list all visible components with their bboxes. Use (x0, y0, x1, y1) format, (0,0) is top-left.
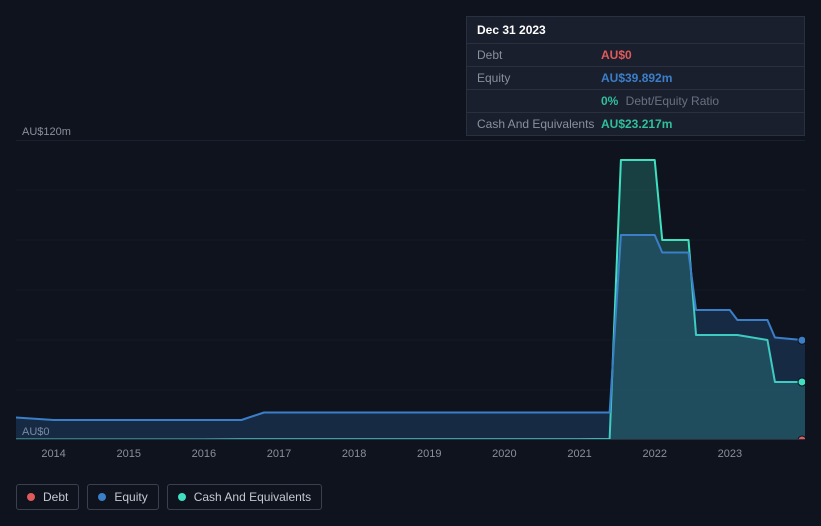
x-axis-tick: 2021 (567, 448, 591, 460)
x-axis: 2014 2015 2016 2017 2018 2019 2020 2021 2022 2023 (16, 448, 805, 464)
chart-plot-area[interactable] (16, 140, 805, 440)
tooltip-row: 0% Debt/Equity Ratio (467, 90, 804, 113)
legend-dot-icon (98, 493, 106, 501)
tooltip-row: Cash And EquivalentsAU$23.217m (467, 113, 804, 135)
tooltip-row: EquityAU$39.892m (467, 67, 804, 90)
tooltip-row-suffix: Debt/Equity Ratio (622, 94, 719, 108)
tooltip-row-value: AU$23.217m (601, 117, 672, 131)
legend-item-label: Debt (43, 490, 68, 504)
legend-item-label: Cash And Equivalents (194, 490, 311, 504)
tooltip-row-value: AU$0 (601, 48, 632, 62)
tooltip-row-label: Cash And Equivalents (477, 117, 601, 131)
chart-legend: Debt Equity Cash And Equivalents (16, 484, 322, 510)
legend-dot-icon (27, 493, 35, 501)
chart-tooltip: Dec 31 2023 DebtAU$0EquityAU$39.892m0% D… (466, 16, 805, 136)
x-axis-tick: 2023 (718, 448, 742, 460)
legend-item[interactable]: Cash And Equivalents (167, 484, 322, 510)
tooltip-date: Dec 31 2023 (467, 17, 804, 44)
legend-dot-icon (178, 493, 186, 501)
x-axis-tick: 2017 (267, 448, 291, 460)
tooltip-row-label: Debt (477, 48, 601, 62)
tooltip-row-value: AU$39.892m (601, 71, 672, 85)
tooltip-row: DebtAU$0 (467, 44, 804, 67)
x-axis-tick: 2016 (192, 448, 216, 460)
tooltip-row-label: Equity (477, 71, 601, 85)
x-axis-tick: 2015 (116, 448, 140, 460)
x-axis-tick: 2018 (342, 448, 366, 460)
x-axis-tick: 2014 (41, 448, 65, 460)
x-axis-tick: 2019 (417, 448, 441, 460)
tooltip-row-value: 0% Debt/Equity Ratio (601, 94, 719, 108)
y-axis-label-max: AU$120m (22, 126, 71, 138)
x-axis-tick: 2020 (492, 448, 516, 460)
x-axis-tick: 2022 (642, 448, 666, 460)
legend-item[interactable]: Equity (87, 484, 158, 510)
legend-item-label: Equity (114, 490, 147, 504)
legend-item[interactable]: Debt (16, 484, 79, 510)
tooltip-row-label (477, 94, 601, 108)
